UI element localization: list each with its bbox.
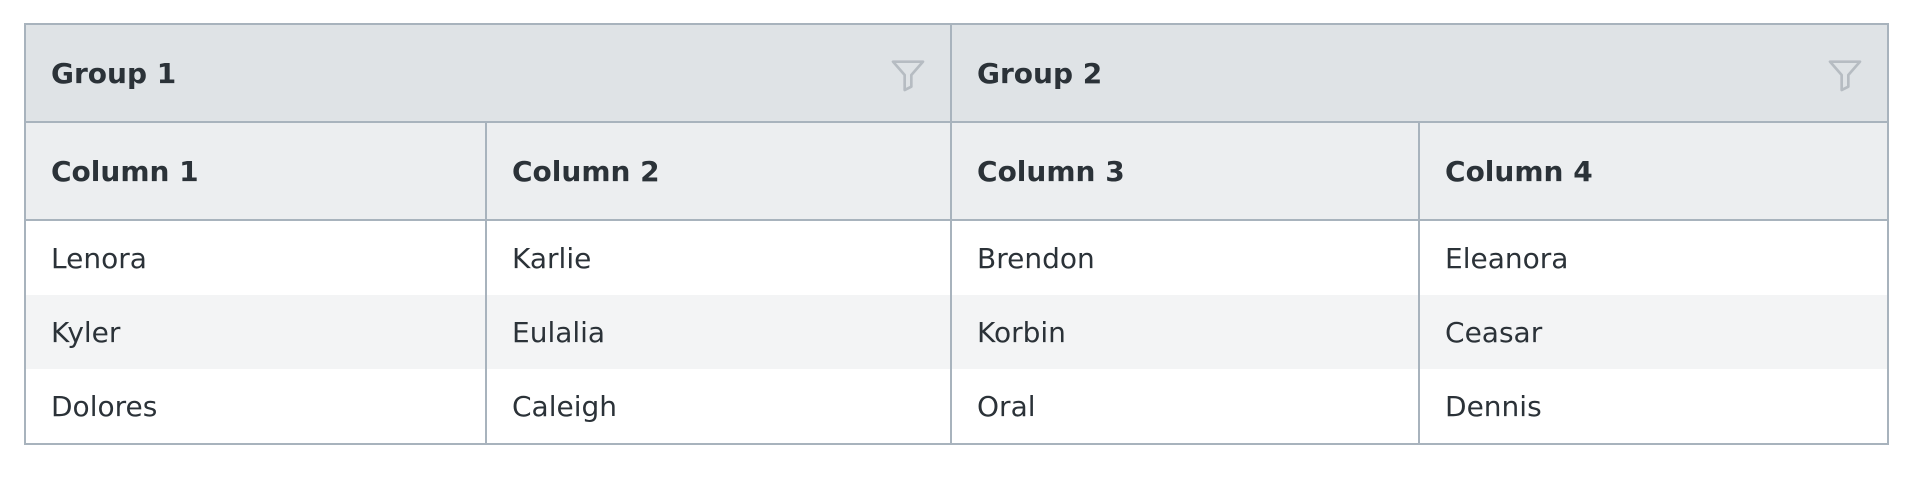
column-header: Column 2 — [484, 121, 953, 221]
column-header: Column 4 — [1418, 121, 1890, 221]
table-cell: Brendon — [950, 220, 1421, 295]
table-row: Dolores Caleigh Oral Dennis — [24, 369, 1890, 444]
table-cell: Caleigh — [484, 369, 953, 444]
group-header-row: Group 1 Group 2 — [23, 23, 1890, 123]
table-cell: Kyler — [24, 295, 487, 369]
table-cell: Lenora — [24, 220, 487, 295]
column-header: Column 1 — [24, 121, 487, 221]
table-cell: Eulalia — [484, 295, 953, 369]
filter-icon[interactable] — [1825, 55, 1865, 95]
table-cell: Oral — [950, 369, 1421, 444]
table-cell: Dennis — [1418, 369, 1890, 444]
group-header: Group 1 — [23, 23, 953, 123]
column-header: Column 3 — [950, 121, 1421, 221]
table-cell: Ceasar — [1418, 295, 1890, 369]
group-label: Group 2 — [977, 56, 1103, 90]
table-row: Kyler Eulalia Korbin Ceasar — [24, 295, 1890, 369]
table-row: Lenora Karlie Brendon Eleanora — [24, 220, 1890, 295]
table-cell: Dolores — [24, 369, 487, 444]
table-cell: Karlie — [484, 220, 953, 295]
filter-icon[interactable] — [888, 55, 928, 95]
table-cell: Korbin — [950, 295, 1421, 369]
group-label: Group 1 — [51, 56, 177, 90]
column-header-row: Column 1 Column 2 Column 3 Column 4 — [24, 121, 1890, 221]
group-header: Group 2 — [950, 23, 1890, 123]
data-table: Group 1 Group 2 Column 1 Column 2 Column 3… — [23, 23, 1890, 445]
table-body: Lenora Karlie Brendon Eleanora Kyler Eulalia K… — [24, 220, 1890, 444]
table-cell: Eleanora — [1418, 220, 1890, 295]
